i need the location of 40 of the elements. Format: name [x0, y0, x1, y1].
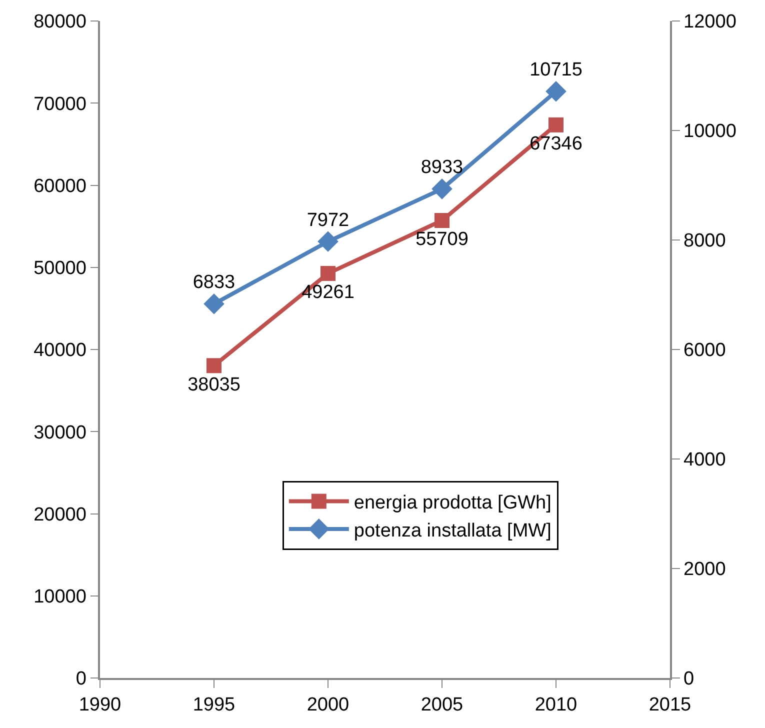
y-tick-label: 0: [76, 668, 86, 690]
point: [548, 117, 564, 132]
y2-tick-label: 8000: [684, 230, 726, 252]
point: [546, 80, 566, 102]
point: [432, 178, 452, 200]
x-tick-label: 1995: [192, 694, 236, 716]
point: [320, 266, 336, 281]
y2-tick-label: 6000: [684, 340, 726, 362]
point: [204, 293, 224, 314]
data-label: 49261: [302, 282, 354, 304]
point: [206, 358, 222, 374]
x-tick-label: 2000: [306, 694, 350, 716]
y2-tick-label: 10000: [684, 121, 736, 142]
y2-tick-label: 0: [684, 668, 694, 690]
y-tick-label: 30000: [34, 422, 86, 444]
data-label: 67346: [530, 134, 582, 155]
y-tick-label: 70000: [34, 94, 86, 115]
x-tick-label: 2015: [648, 694, 692, 716]
y2-tick-label: 4000: [684, 450, 726, 471]
x-tick-label: 1990: [78, 694, 122, 716]
point: [318, 231, 338, 252]
legend-label: potenza installata [MW]: [354, 520, 552, 542]
data-label: 55709: [416, 229, 468, 250]
y2-tick-label: 12000: [684, 12, 736, 33]
point: [434, 212, 450, 228]
x-tick-label: 2005: [420, 694, 464, 716]
data-label: 38035: [188, 374, 240, 396]
data-label: 6833: [192, 272, 236, 294]
legend-label: energia prodotta [GWh]: [354, 492, 552, 514]
y-tick-label: 50000: [34, 258, 86, 280]
data-label: 10715: [530, 60, 582, 81]
y-tick-label: 20000: [34, 504, 86, 526]
data-label: 8933: [420, 157, 464, 178]
x-tick-label: 2010: [534, 694, 578, 716]
y-tick-label: 60000: [34, 176, 86, 197]
y-tick-label: 10000: [34, 586, 86, 608]
y2-tick-label: 2000: [684, 559, 726, 580]
data-label: 7972: [306, 210, 350, 231]
y-tick-label: 80000: [34, 12, 86, 33]
y-tick-label: 40000: [34, 340, 86, 362]
